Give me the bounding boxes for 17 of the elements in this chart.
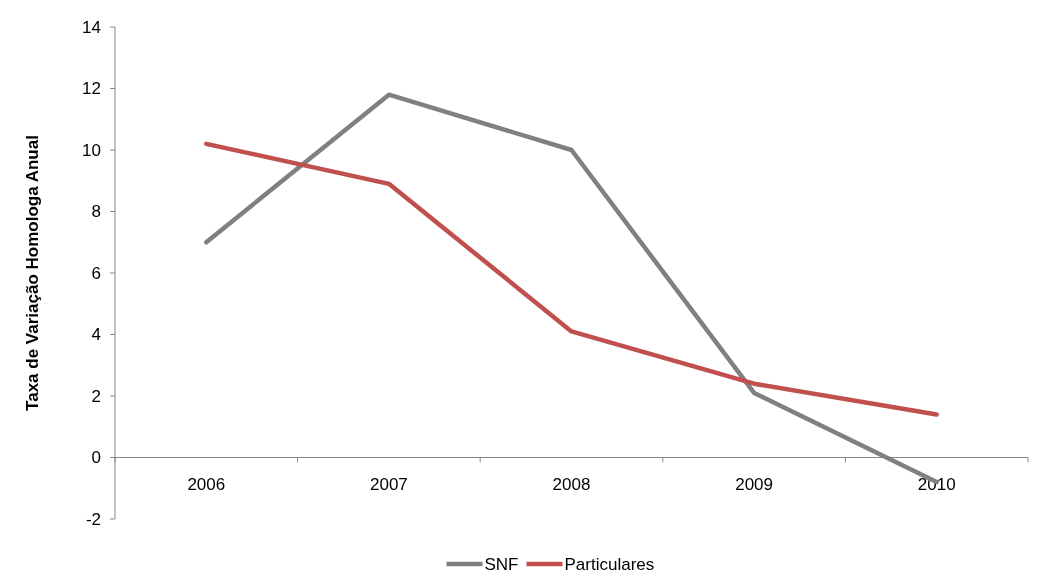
y-tick-label: 4	[91, 325, 101, 345]
legend-label: SNF	[484, 554, 519, 574]
y-tick-label: 10	[82, 140, 101, 160]
x-tick-label: 2007	[369, 474, 408, 494]
y-tick-label: -2	[85, 509, 101, 529]
y-tick-label: 0	[91, 448, 101, 468]
y-tick-label: 12	[82, 79, 101, 99]
legend-label: Particulares	[564, 554, 655, 574]
y-tick-label: 6	[91, 263, 101, 283]
x-tick-label: 2006	[187, 474, 226, 494]
y-tick-label: 14	[82, 17, 101, 37]
line-series	[204, 141, 939, 417]
y-tick-label: 8	[91, 202, 101, 222]
x-tick-label: 2008	[552, 474, 591, 494]
x-tick-label: 2009	[735, 474, 774, 494]
y-axis-title: Taxa de Variação Homologa Anual	[23, 135, 42, 411]
y-tick-label: 2	[91, 386, 101, 406]
